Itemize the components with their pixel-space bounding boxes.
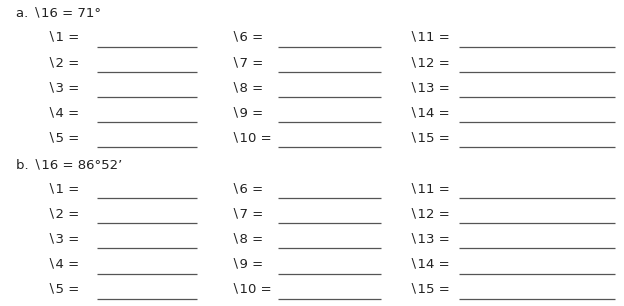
Text: ∖9 =: ∖9 = (231, 259, 263, 271)
Text: ∖11 =: ∖11 = (409, 183, 449, 196)
Text: ∖7 =: ∖7 = (231, 57, 263, 70)
Text: ∖14 =: ∖14 = (409, 259, 449, 271)
Text: ∖1 =: ∖1 = (47, 183, 79, 196)
Text: ∖12 =: ∖12 = (409, 208, 449, 221)
Text: ∖7 =: ∖7 = (231, 208, 263, 221)
Text: ∖1 =: ∖1 = (47, 32, 79, 45)
Text: ∖15 =: ∖15 = (409, 132, 449, 145)
Text: ∖8 =: ∖8 = (231, 233, 263, 246)
Text: ∖10 =: ∖10 = (231, 284, 271, 297)
Text: ∖15 =: ∖15 = (409, 284, 449, 297)
Text: ∖10 =: ∖10 = (231, 132, 271, 145)
Text: ∖13 =: ∖13 = (409, 82, 449, 95)
Text: ∖13 =: ∖13 = (409, 233, 449, 246)
Text: ∖12 =: ∖12 = (409, 57, 449, 70)
Text: ∖5 =: ∖5 = (47, 284, 79, 297)
Text: ∖6 =: ∖6 = (231, 183, 263, 196)
Text: ∖2 =: ∖2 = (47, 208, 79, 221)
Text: ∖14 =: ∖14 = (409, 107, 449, 120)
Text: b. ∖16 = 86°52’: b. ∖16 = 86°52’ (16, 159, 122, 172)
Text: ∖5 =: ∖5 = (47, 132, 79, 145)
Text: ∖6 =: ∖6 = (231, 32, 263, 45)
Text: ∖3 =: ∖3 = (47, 82, 79, 95)
Text: ∖2 =: ∖2 = (47, 57, 79, 70)
Text: a. ∖16 = 71°: a. ∖16 = 71° (16, 7, 100, 20)
Text: ∖8 =: ∖8 = (231, 82, 263, 95)
Text: ∖4 =: ∖4 = (47, 107, 79, 120)
Text: ∖9 =: ∖9 = (231, 107, 263, 120)
Text: ∖11 =: ∖11 = (409, 32, 449, 45)
Text: ∖3 =: ∖3 = (47, 233, 79, 246)
Text: ∖4 =: ∖4 = (47, 259, 79, 271)
